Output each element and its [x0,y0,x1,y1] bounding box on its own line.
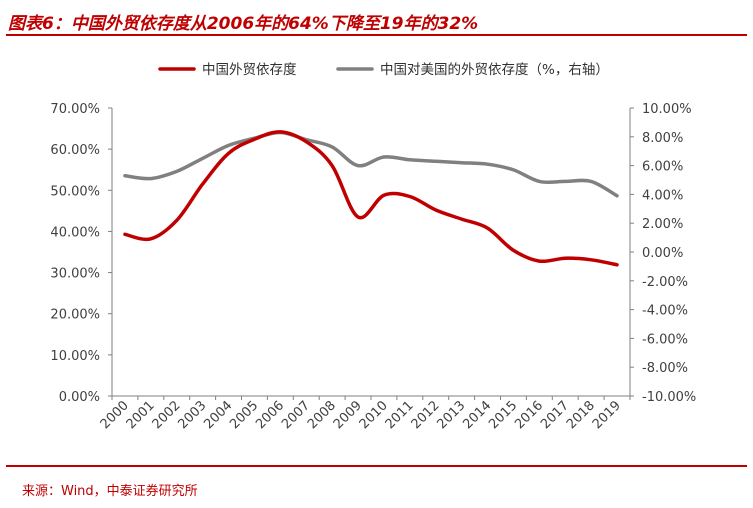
source-divider [6,465,747,467]
y-right-tick-label: -8.00% [642,361,688,376]
y-right-tick-label: 2.00% [642,217,683,232]
x-tick-label: 2015 [486,398,520,432]
y-right-tick-label: -4.00% [642,304,688,319]
legend-us-label: 中国对美国的外贸依存度（%，右轴） [380,62,609,78]
x-tick-label: 2005 [227,398,261,432]
x-tick-label: 2012 [409,398,443,432]
y-left-tick-label: 30.00% [50,267,100,282]
y-left-tick-label: 20.00% [50,308,100,323]
y-left-tick-label: 70.00% [50,102,100,117]
x-tick-label: 2016 [512,398,546,432]
x-tick-label: 2008 [305,398,339,432]
x-tick-label: 2017 [538,398,572,432]
x-tick-label: 2000 [98,398,132,432]
y-right-tick-label: -10.00% [642,390,696,405]
title-bar: 图表6：中国外贸依存度从2006年的64%下降至19年的32% [6,4,747,36]
x-tick-label: 2019 [590,398,624,432]
chart-title: 图表6：中国外贸依存度从2006年的64%下降至19年的32% [8,14,479,34]
source-note: 来源：Wind，中泰证券研究所 [22,484,198,499]
x-tick-label: 2002 [150,398,184,432]
x-tick-label: 2013 [434,398,468,432]
y-left-tick-label: 60.00% [50,143,100,158]
chart: 0.00% 10.00% 20.00% 30.00% 40.00% 50.00% 60.00… [50,62,696,432]
y-right-tick-label: 4.00% [642,188,683,203]
series-line-china-trade-dependence [123,130,619,267]
y-left-tick-label: 50.00% [50,184,100,199]
x-tick-label: 2009 [331,398,365,432]
y-right-tick-label: 0.00% [642,246,683,261]
x-tick-label: 2010 [357,398,391,432]
y-left-tick-label: 40.00% [50,225,100,240]
series-line-us-trade-dependence [123,130,619,198]
x-tick-label: 2011 [383,398,417,432]
y-right-tick-label: 10.00% [642,102,692,117]
y-right-tick-label: -2.00% [642,275,688,290]
y-right-tick-label: 6.00% [642,160,683,175]
y-left-tick-label: 10.00% [50,349,100,364]
x-tick-label: 2007 [279,398,313,432]
y-right-tick-label: -6.00% [642,332,688,347]
x-tick-label: 2018 [564,398,598,432]
x-tick-label: 2001 [124,398,158,432]
y-left-tick-label: 0.00% [59,390,100,405]
x-tick-label: 2003 [175,398,209,432]
x-tick-label: 2014 [460,398,494,432]
x-tick-label: 2004 [201,398,235,432]
x-tick-label: 2006 [253,398,287,432]
y-right-tick-label: 8.00% [642,131,683,146]
legend-china-label: 中国外贸依存度 [202,62,297,78]
